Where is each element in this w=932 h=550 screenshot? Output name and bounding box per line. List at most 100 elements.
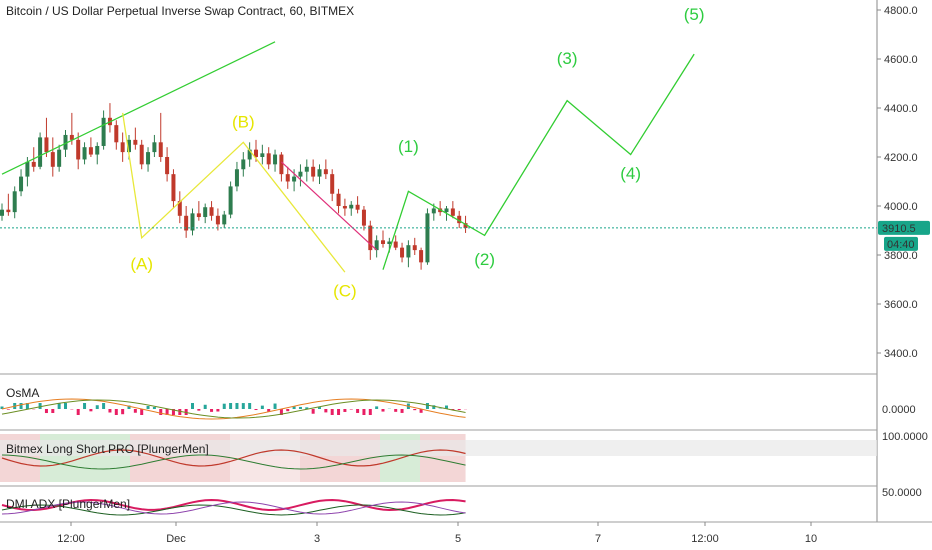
time-tick-label: Dec (166, 533, 186, 545)
indicator-lines (0, 398, 468, 516)
osma-bar (425, 403, 429, 409)
candle-body (279, 154, 284, 175)
candle-body (431, 208, 436, 214)
osma-bar (76, 409, 80, 415)
osma-bar (203, 404, 207, 409)
candle-body (457, 215, 462, 224)
candle-body (228, 186, 233, 215)
osma-bar (25, 403, 29, 409)
osma-bar (178, 409, 182, 415)
osma-bar (260, 405, 264, 409)
last-price-label: 3910.5 (882, 223, 916, 235)
osma-bar (216, 409, 220, 412)
candle-body (260, 153, 265, 157)
candle-body (273, 154, 278, 165)
price-tick-label: 4600.0 (884, 54, 918, 66)
adx-line (1, 498, 466, 512)
osma-bar (311, 409, 315, 414)
osma-main-line (1, 399, 466, 419)
price-tick-label: 4800.0 (884, 5, 918, 17)
osma-bar (197, 409, 201, 411)
osma-bar (381, 409, 385, 412)
candle-body (25, 161, 30, 177)
candle-body (177, 201, 182, 216)
candle-body (336, 193, 341, 206)
candle-body (266, 153, 271, 165)
price-tick-label: 4000.0 (884, 201, 918, 213)
candle-body (101, 117, 106, 146)
osma-bar (368, 409, 372, 415)
candle-body (381, 240, 385, 244)
candle-body (342, 206, 347, 209)
candle-body (368, 225, 373, 251)
candle-body (146, 152, 151, 165)
longshort-band (0, 440, 877, 456)
osma-bar (133, 409, 137, 413)
impulse-wave-label: (4) (620, 164, 641, 183)
candle-body (323, 169, 328, 175)
dmi-adx-pane-label[interactable]: DMI ADX [PlungerMen] (6, 497, 131, 511)
osma-bar (152, 406, 156, 409)
candle-body (184, 215, 189, 231)
osma-bar (292, 406, 296, 409)
wave-labels: (A) (B) (C) (1) (2) (3) (4) (5) (130, 5, 704, 301)
candle-body (298, 171, 303, 177)
candle-body (44, 137, 49, 153)
candle-body (88, 147, 93, 155)
osma-bar (273, 403, 277, 409)
candle-body (393, 241, 398, 248)
price-tick-label: 4200.0 (884, 152, 918, 164)
osma-bar (171, 409, 175, 415)
impulse-wave-label: (3) (557, 49, 578, 68)
osma-bar (6, 409, 10, 410)
wave-overlays (1, 41, 695, 273)
osma-bar (222, 403, 226, 409)
osma-bar (356, 409, 360, 413)
candle-body (139, 144, 144, 165)
osma-bar (0, 406, 4, 409)
candle-body (152, 142, 157, 153)
candle-body (463, 223, 468, 229)
price-tick-label: 3400.0 (884, 348, 918, 360)
osma-bar (394, 409, 398, 412)
magenta-channel-line (280, 161, 378, 251)
impulse-wave-label: (2) (474, 250, 495, 269)
osma-bar (95, 405, 99, 409)
candle-body (196, 213, 201, 218)
candle-body (222, 214, 227, 225)
candle-body (349, 204, 354, 209)
osma-bar (64, 403, 67, 409)
osma-bar (267, 409, 271, 412)
longshort-line (1, 449, 466, 467)
longshort-pane-label[interactable]: Bitmex Long Short PRO [PlungerMen] (6, 442, 209, 456)
osma-bar (324, 409, 328, 413)
candle-body (63, 134, 68, 150)
osma-bar (229, 403, 233, 409)
osma-bar (165, 409, 169, 415)
candle-body (450, 208, 455, 216)
candle-body (120, 142, 125, 153)
candle-body (158, 142, 163, 157)
indicator-tick-label: 0.0000 (882, 404, 916, 416)
candle-body (311, 166, 316, 177)
osma-bar (362, 409, 366, 415)
candle-body (374, 240, 379, 251)
candle-body (209, 207, 214, 216)
osma-pane-label[interactable]: OsMA (6, 386, 40, 400)
candle-body (419, 250, 424, 263)
candle-body (317, 169, 322, 177)
corrective-wave-label: (A) (130, 255, 153, 274)
osma-bar (318, 407, 321, 409)
time-tick-label: 10 (805, 533, 817, 545)
osma-bar (337, 409, 341, 415)
impulse-wave-label: (5) (684, 5, 705, 24)
countdown-tag (884, 236, 918, 251)
candle-body (171, 174, 176, 202)
osma-bar (254, 409, 258, 411)
osma-bar (191, 403, 194, 409)
osma-bar (248, 403, 252, 409)
candle-body (361, 209, 366, 226)
candle-body (425, 213, 430, 263)
di-plus-line (1, 504, 466, 516)
